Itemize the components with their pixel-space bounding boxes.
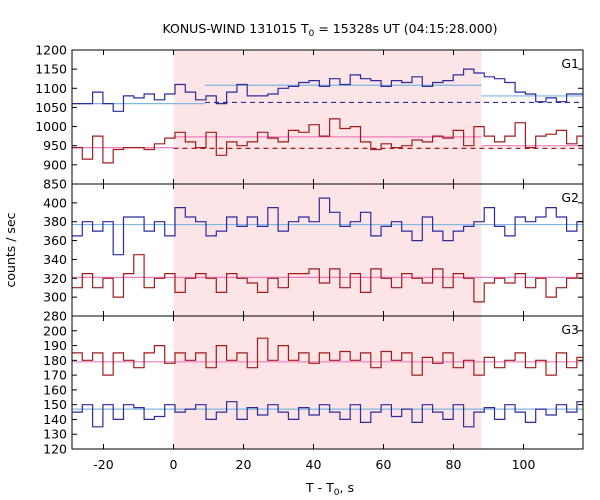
series-2 bbox=[72, 254, 583, 303]
plot-frame bbox=[71, 49, 584, 450]
highlight-band bbox=[173, 50, 482, 449]
step-line bbox=[72, 118, 583, 164]
y-tick-label: 950 bbox=[43, 138, 67, 153]
panel-label-g2: G2 bbox=[561, 190, 579, 205]
xlabel-rest: , s bbox=[340, 480, 354, 495]
panel-g3: G3 bbox=[72, 322, 583, 428]
step-line bbox=[72, 197, 583, 256]
x-tick-label: 100 bbox=[512, 457, 536, 472]
x-axis-label: T - T0, s bbox=[305, 480, 354, 498]
series-2 bbox=[72, 118, 583, 164]
panel-g2: G2 bbox=[72, 190, 583, 303]
x-tick-label: 40 bbox=[306, 457, 322, 472]
panel-label-g3: G3 bbox=[561, 322, 579, 337]
y-tick-label: 1050 bbox=[35, 100, 67, 115]
y-tick-label: 120 bbox=[43, 442, 67, 457]
y-tick-label: 160 bbox=[43, 382, 67, 397]
x-tick-label: 20 bbox=[236, 457, 252, 472]
y-tick-label: 150 bbox=[43, 397, 67, 412]
xlabel-subscript: 0 bbox=[334, 488, 340, 498]
y-tick-label: 140 bbox=[43, 412, 67, 427]
y-tick-label: 340 bbox=[43, 252, 67, 267]
series-1 bbox=[72, 197, 583, 256]
y-tick-label: 360 bbox=[43, 233, 67, 248]
y-tick-label: 200 bbox=[43, 323, 67, 338]
y-tick-label: 1200 bbox=[35, 43, 67, 58]
panels: G1 G2 G3 bbox=[72, 56, 583, 428]
step-line bbox=[72, 401, 583, 428]
y-tick-label: 400 bbox=[43, 195, 67, 210]
y-tick-label: 130 bbox=[43, 427, 67, 442]
step-line bbox=[72, 254, 583, 303]
series-1 bbox=[72, 68, 583, 112]
y-tick-label: 190 bbox=[43, 338, 67, 353]
series-1 bbox=[72, 401, 583, 428]
y-tick-label: 850 bbox=[43, 177, 67, 192]
step-line bbox=[72, 337, 583, 376]
burst-interval-highlight bbox=[173, 50, 482, 449]
x-tick-label: -20 bbox=[93, 457, 113, 472]
y-axis-label: counts / sec bbox=[3, 212, 18, 287]
series-2 bbox=[72, 337, 583, 376]
panel-label-g1: G1 bbox=[561, 56, 579, 71]
x-tick-label: 60 bbox=[376, 457, 392, 472]
y-tick-label: 1150 bbox=[35, 62, 67, 77]
y-tick-label: 300 bbox=[43, 290, 67, 305]
chart-title: KONUS-WIND 131015 T0 = 15328s UT (04:15:… bbox=[162, 21, 497, 39]
y-tick-label: 180 bbox=[43, 353, 67, 368]
step-line bbox=[72, 68, 583, 112]
panel-g1: G1 bbox=[72, 56, 583, 164]
y-tick-label: 320 bbox=[43, 271, 67, 286]
title-rest: = 15328s UT (04:15:28.000) bbox=[314, 21, 497, 36]
y-tick-label: 380 bbox=[43, 214, 67, 229]
panel-frame-g3 bbox=[71, 315, 584, 450]
y-tick-label: 1100 bbox=[35, 81, 67, 96]
y-tick-label: 900 bbox=[43, 157, 67, 172]
y-tick-label: 170 bbox=[43, 368, 67, 383]
x-tick-label: 0 bbox=[170, 457, 178, 472]
y-tick-label: 280 bbox=[43, 309, 67, 324]
xlabel-main: T - T bbox=[305, 480, 334, 495]
y-tick-label: 1000 bbox=[35, 119, 67, 134]
title-main: KONUS-WIND 131015 T bbox=[162, 21, 308, 36]
tick-marks: 8509009501000105011001150120028030032034… bbox=[35, 43, 583, 472]
title-subscript: 0 bbox=[309, 29, 315, 39]
x-tick-label: 80 bbox=[446, 457, 462, 472]
